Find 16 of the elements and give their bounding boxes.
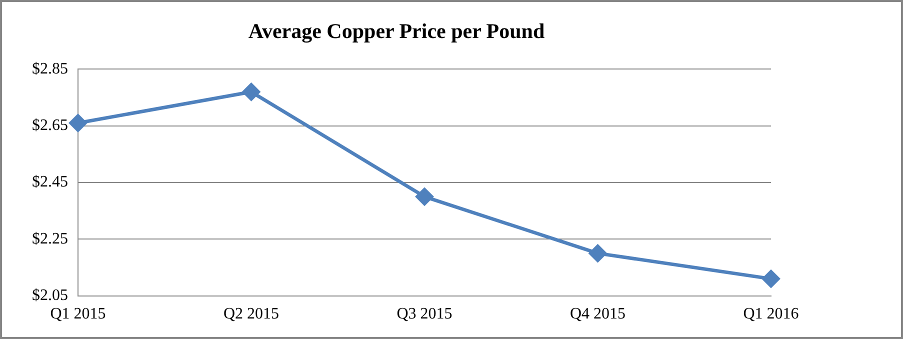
y-tick-label: $2.85 [32,60,68,78]
x-tick-label: Q1 2015 [50,306,106,323]
x-tick-label: Q1 2016 [743,306,799,323]
y-tick-label: $2.25 [32,230,68,248]
x-tick-label: Q4 2015 [570,306,626,323]
x-tick-label: Q2 2015 [223,306,280,323]
point [69,114,87,132]
chart-title: Average Copper Price per Pound [248,19,545,44]
y-tick-label: $2.45 [32,174,68,191]
y-tick-label: $2.65 [32,117,68,134]
x-tick-label: Q3 2015 [396,306,452,323]
point [589,244,606,262]
point [242,83,260,101]
point [416,188,434,206]
point [762,270,780,288]
y-tick-label: $2.05 [32,287,68,304]
